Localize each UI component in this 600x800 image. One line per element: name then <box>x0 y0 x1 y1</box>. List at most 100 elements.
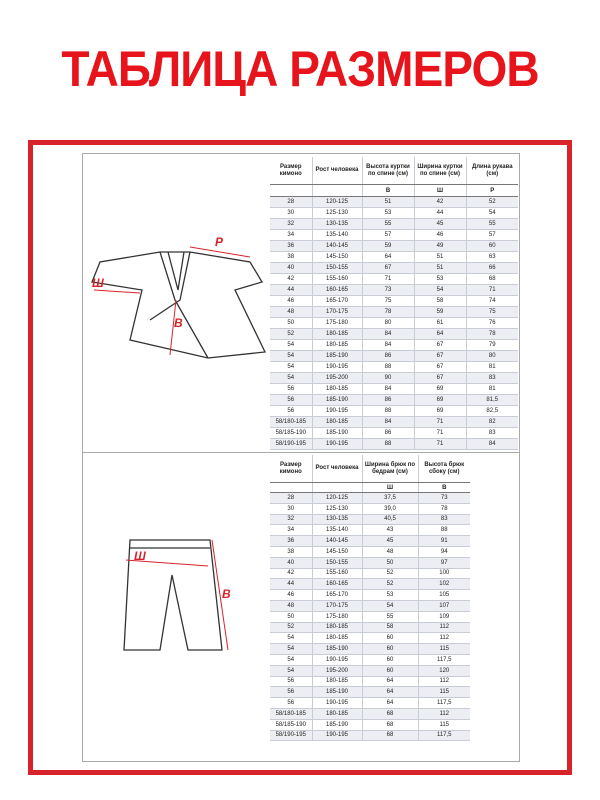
row: 28 120-125 51 42 52 <box>270 196 518 208</box>
cell: 83 <box>465 372 518 384</box>
row: 44 160-165 52 102 <box>270 578 470 591</box>
row: 58/180-185 180-185 84 71 82 <box>270 416 518 428</box>
divider <box>82 452 519 453</box>
jacket-table: Размер кимоно Рост человека Высота куртки … <box>270 157 518 450</box>
row: 36 140-145 45 91 <box>270 535 470 547</box>
cell: 69 <box>413 394 466 406</box>
cell: 150-155 <box>311 262 362 274</box>
cell: 60 <box>361 665 418 677</box>
cell: 180-185 <box>311 339 362 351</box>
header-row: Размер кимоно Рост человека Высота куртки … <box>270 157 518 185</box>
cell: 78 <box>417 503 470 515</box>
cell: 68 <box>361 719 418 731</box>
cell: 180-185 <box>311 383 362 395</box>
cell: 100 <box>417 568 470 580</box>
row: 38 145-150 64 51 63 <box>270 251 518 263</box>
cell: 88 <box>361 438 414 450</box>
cell: 32 <box>270 218 312 230</box>
cell: 48 <box>270 306 312 318</box>
cell: 80 <box>465 350 518 362</box>
cell: В <box>361 184 414 197</box>
cell: 58/180-185 <box>270 416 312 428</box>
cell: 71 <box>361 273 414 285</box>
cell: 112 <box>417 676 470 688</box>
row: 54 185-190 86 67 80 <box>270 350 518 362</box>
cell: 68 <box>361 730 418 742</box>
cell: 86 <box>361 394 414 406</box>
cell: 56 <box>270 383 312 395</box>
cell: 155-160 <box>311 568 362 580</box>
cell: 30 <box>270 503 312 515</box>
cell: 75 <box>361 295 414 307</box>
row: 58/180-185 180-185 68 112 <box>270 708 470 720</box>
cell: 42 <box>270 568 312 580</box>
cell: 67 <box>413 350 466 362</box>
cell: 58/190-195 <box>270 438 312 450</box>
cell: 80 <box>361 317 414 329</box>
cell: 195-200 <box>311 665 362 677</box>
cell: 83 <box>417 514 470 526</box>
cell: 56 <box>270 405 312 417</box>
cell: 109 <box>417 611 470 623</box>
cell: 28 <box>270 196 312 208</box>
cell: 180-185 <box>311 708 362 720</box>
cell: 64 <box>361 251 414 263</box>
cell: Ш <box>361 482 418 493</box>
cell: 130-135 <box>311 514 362 526</box>
cell: 51 <box>361 196 414 208</box>
cell: 57 <box>465 229 518 241</box>
cell: 150-155 <box>311 557 362 569</box>
cell: 190-195 <box>311 730 362 742</box>
cell: 51 <box>413 251 466 263</box>
cell: 112 <box>417 632 470 645</box>
cell: 60 <box>361 643 418 655</box>
cell: 50 <box>270 611 312 623</box>
cell: 185-190 <box>311 686 362 699</box>
cell: 190-195 <box>311 405 362 417</box>
cell: 52 <box>465 196 518 208</box>
cell: 75 <box>465 306 518 318</box>
row: 56 180-185 64 112 <box>270 676 470 688</box>
cell: 84 <box>465 438 518 450</box>
cell: В <box>417 482 470 493</box>
cell: 74 <box>465 295 518 307</box>
cell: 67 <box>413 339 466 351</box>
cell: 155-160 <box>311 273 362 285</box>
jacket-drawing <box>91 251 266 359</box>
cell: 53 <box>361 589 418 601</box>
cell: 56 <box>270 686 312 699</box>
cell: 73 <box>417 492 470 504</box>
cell: 61 <box>413 317 466 329</box>
cell: 170-175 <box>311 600 362 612</box>
cell: 37,5 <box>361 492 418 504</box>
cell: 140-145 <box>311 535 362 547</box>
cell: 43 <box>361 524 418 537</box>
cell: 180-185 <box>311 676 362 688</box>
arrows <box>93 246 251 651</box>
cell: 88 <box>361 405 414 417</box>
cell: 175-180 <box>311 317 362 329</box>
cell: 185-190 <box>311 427 362 439</box>
cell: Р <box>465 184 518 197</box>
cell: 185-190 <box>311 394 362 406</box>
cell: 36 <box>270 240 312 252</box>
cell: 90 <box>361 372 414 384</box>
cell: 160-165 <box>311 578 362 591</box>
cell: 59 <box>413 306 466 318</box>
cell: 105 <box>417 589 470 601</box>
row: 54 180-185 84 67 79 <box>270 339 518 351</box>
cell: 165-170 <box>311 589 362 601</box>
cell: 190-195 <box>311 654 362 666</box>
row: 32 130-135 40,5 83 <box>270 514 470 526</box>
cell: 185-190 <box>311 719 362 731</box>
cell: 84 <box>361 416 414 428</box>
cell: 170-175 <box>311 306 362 318</box>
row: 48 170-175 78 59 75 <box>270 306 518 318</box>
cell <box>311 184 362 197</box>
cell: 64 <box>361 676 418 688</box>
cell: 60 <box>361 632 418 645</box>
cell: 115 <box>417 686 470 699</box>
row: 58/185-190 185-190 68 115 <box>270 719 470 731</box>
cell: 60 <box>465 240 518 252</box>
